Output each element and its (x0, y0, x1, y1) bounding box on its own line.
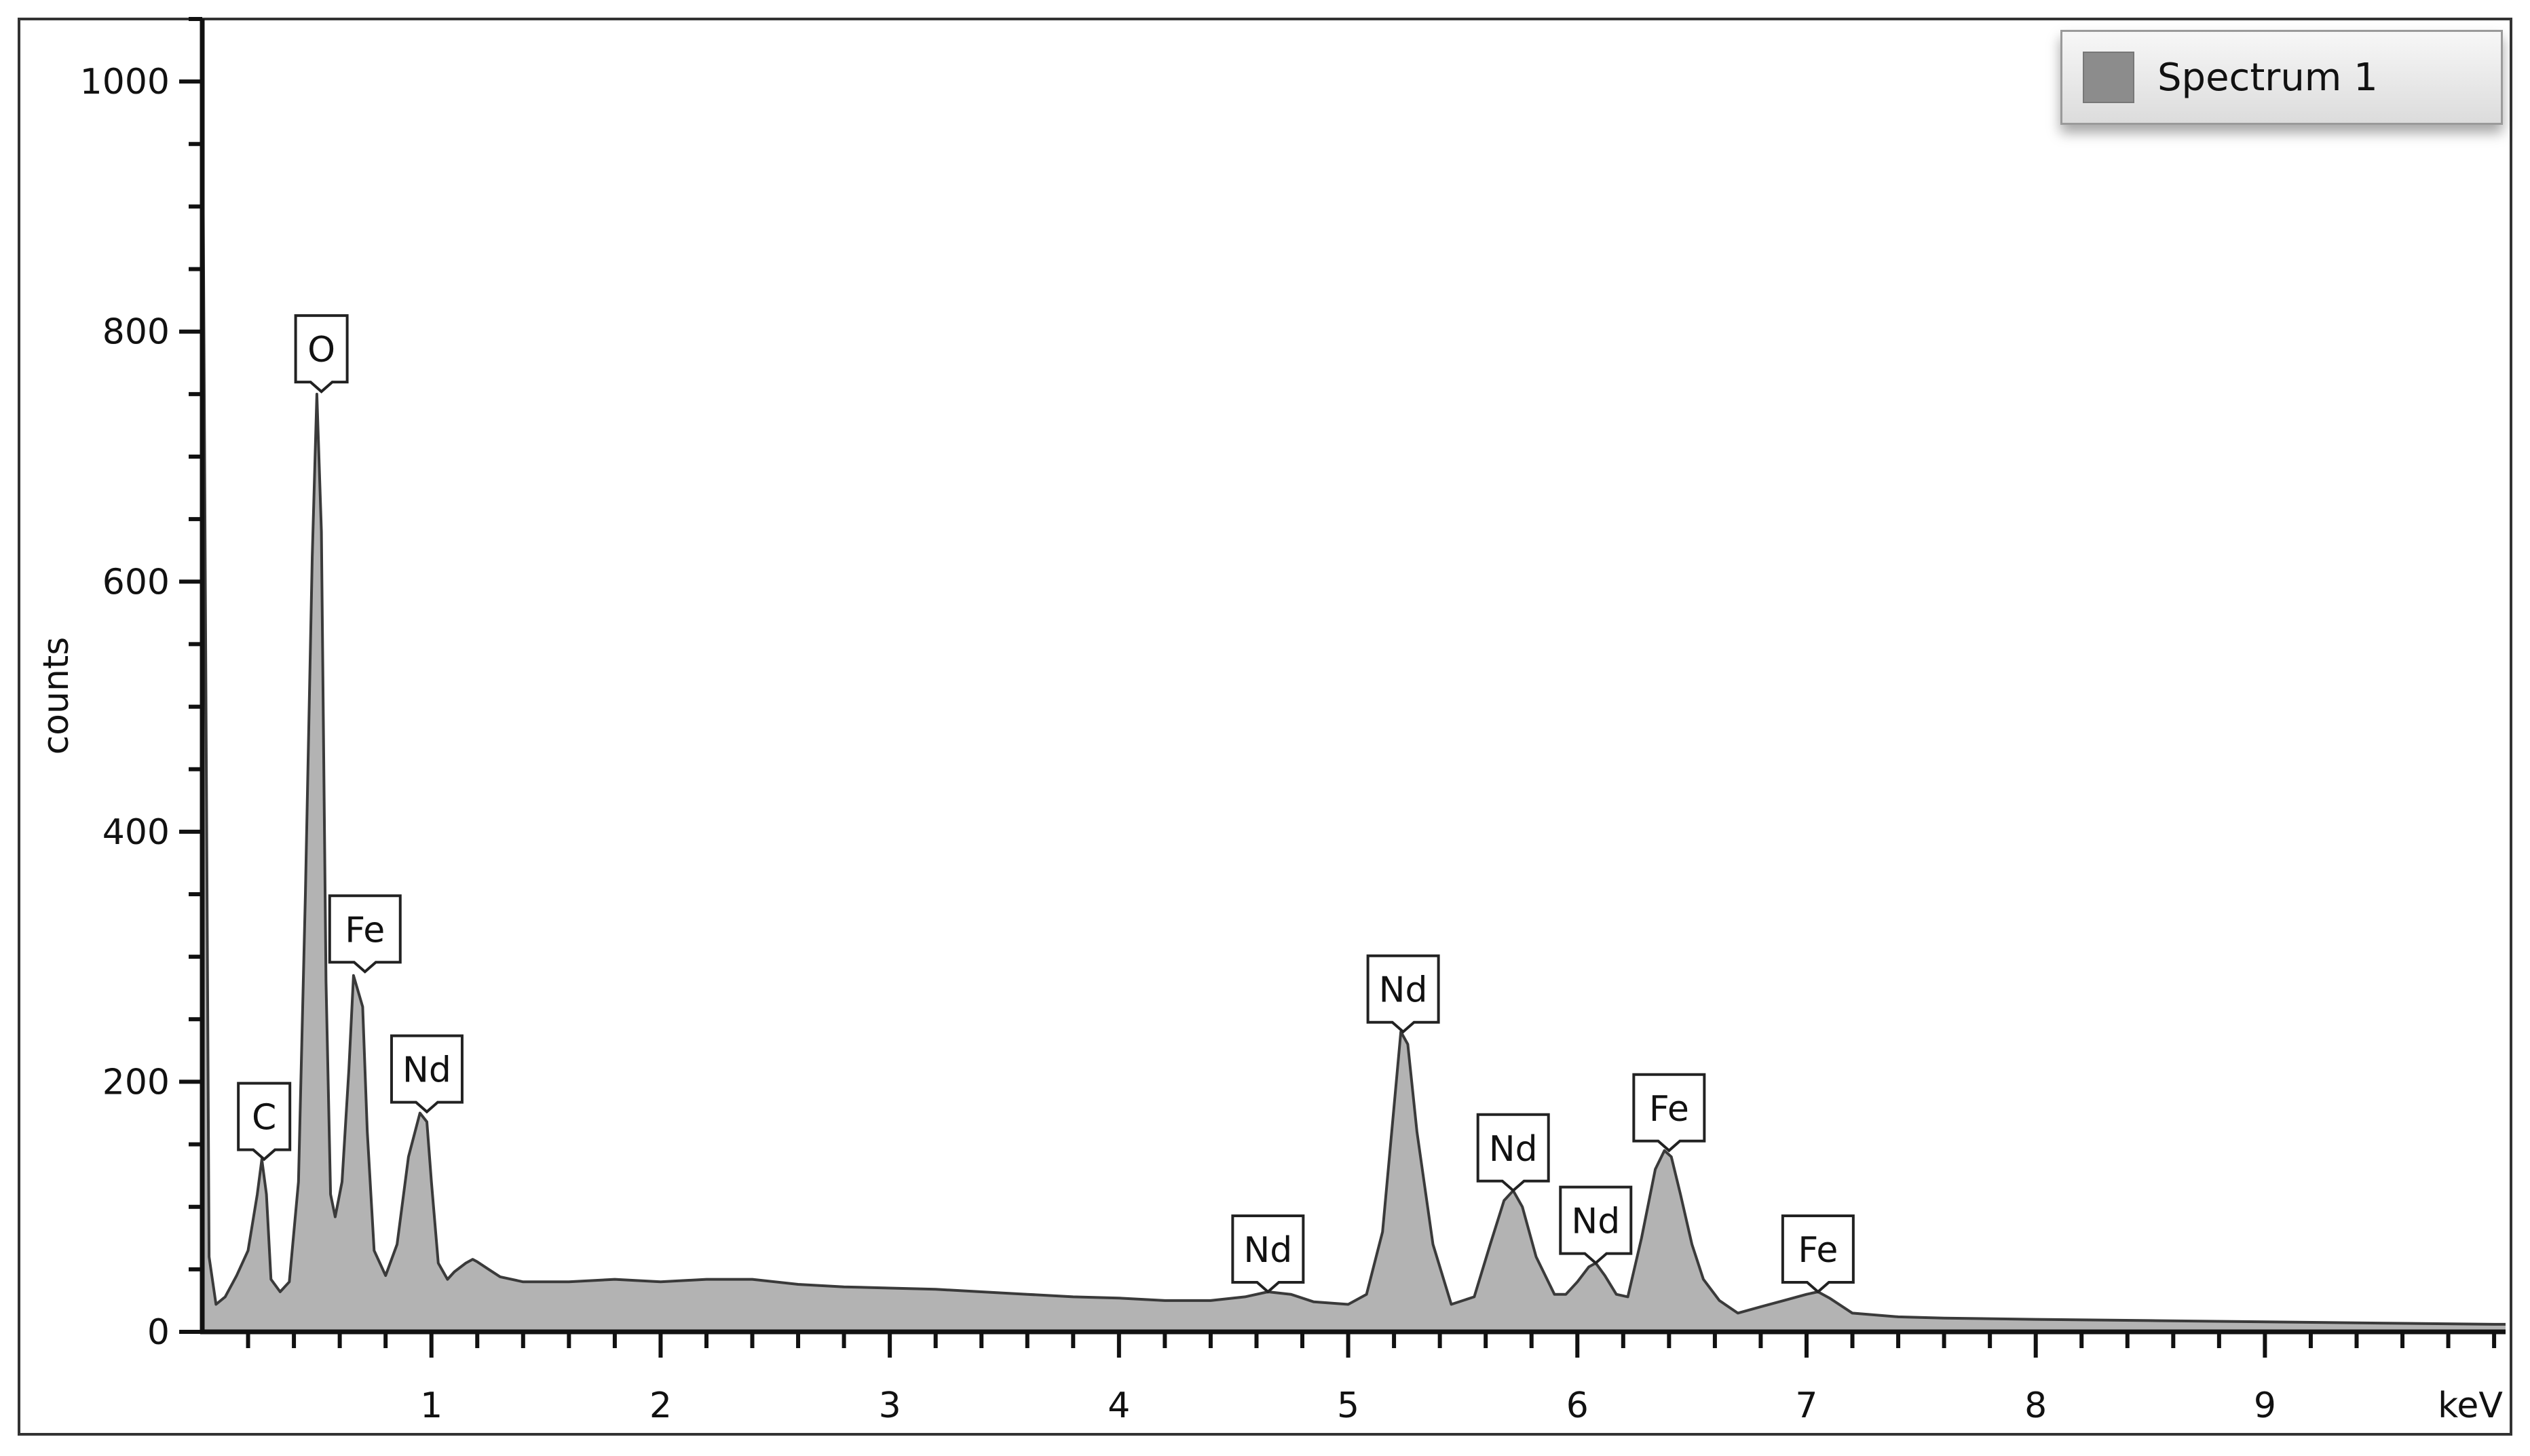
y-tick-label: 0 (147, 1312, 170, 1353)
peak-label-text: Fe (1649, 1089, 1689, 1130)
peak-label-text: O (307, 330, 335, 370)
peak-label: Nd (1476, 1113, 1550, 1193)
peak-label-box (1476, 1113, 1550, 1193)
peak-label-text: Nd (402, 1050, 451, 1091)
peak-label: Nd (1366, 954, 1440, 1034)
x-tick-label: 5 (1337, 1385, 1359, 1426)
peak-label-box (1559, 1185, 1633, 1265)
peak-label: C (237, 1081, 292, 1162)
y-axis-title: counts (36, 637, 77, 755)
x-tick-label: 9 (2254, 1385, 2276, 1426)
peak-label-box (1781, 1214, 1855, 1294)
x-tick-label: 2 (649, 1385, 672, 1426)
peak-label-box (328, 894, 402, 974)
peak-label-box (1632, 1073, 1706, 1153)
peak-label: Fe (1632, 1073, 1706, 1153)
x-tick-label: 3 (879, 1385, 901, 1426)
peak-label-layer: C O Fe Nd Nd Nd Nd Nd Fe Fe (237, 314, 1855, 1294)
x-tick-label: 1 (420, 1385, 442, 1426)
y-tick-label: 1000 (80, 62, 170, 102)
peak-label: Fe (328, 894, 402, 974)
peak-label: O (294, 314, 349, 394)
peak-label-text: Nd (1243, 1230, 1292, 1271)
legend: Spectrum 1 (2060, 30, 2503, 125)
x-axis-title: keV (2438, 1385, 2503, 1426)
y-tick-label: 600 (102, 562, 170, 602)
peak-label-box (1366, 954, 1440, 1034)
peak-label: Nd (1231, 1214, 1305, 1294)
tick-layer: 0 200 400 600 800 1000 1 2 3 4 5 6 7 8 9 keV (80, 17, 2503, 1426)
peak-label-text: Nd (1489, 1129, 1538, 1170)
peak-label-text: Fe (1798, 1230, 1838, 1271)
peak-label-box (237, 1081, 292, 1162)
chart-frame (18, 18, 2512, 1436)
y-tick-label: 800 (102, 312, 170, 353)
peak-label-box (390, 1034, 464, 1114)
y-tick-label: 400 (102, 812, 170, 853)
legend-label: Spectrum 1 (2157, 55, 2378, 100)
peak-label: Nd (390, 1034, 464, 1114)
x-tick-label: 4 (1108, 1385, 1130, 1426)
peak-label-box (294, 314, 349, 394)
peak-label-text: Nd (1379, 970, 1428, 1011)
legend-swatch (2083, 52, 2134, 103)
y-tick-label: 200 (102, 1062, 170, 1103)
x-tick-label: 7 (1795, 1385, 1817, 1426)
peak-label-box (1231, 1214, 1305, 1294)
x-tick-label: 8 (2024, 1385, 2047, 1426)
peak-label-text: Fe (345, 910, 385, 951)
peak-label: Nd (1559, 1185, 1633, 1265)
axes-layer (200, 19, 2506, 1335)
x-tick-label: 6 (1566, 1385, 1589, 1426)
spectrum-fill (202, 31, 2506, 1332)
peak-label-text: C (252, 1098, 276, 1138)
spectrum-area-layer (201, 31, 2506, 1332)
spectrum-line (201, 31, 2506, 1326)
peak-label: Fe (1781, 1214, 1855, 1294)
peak-label-text: Nd (1571, 1202, 1620, 1242)
